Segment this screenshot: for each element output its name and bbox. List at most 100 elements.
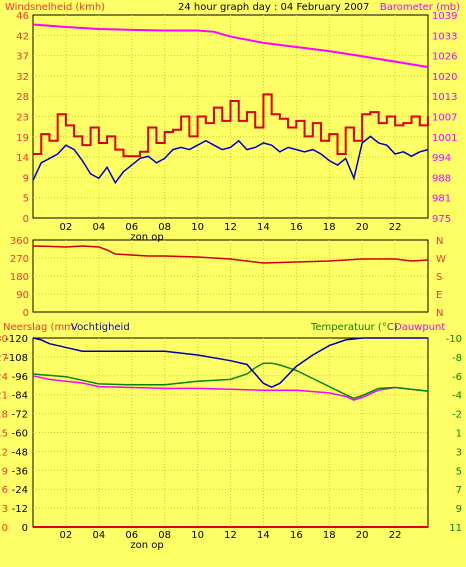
rain-tick-label: 9 <box>2 466 8 477</box>
chart-title: 24 hour graph day : 04 February 2007 <box>178 2 369 13</box>
time-tick-label: 14 <box>257 222 270 233</box>
rain-tick-label: 27 <box>0 353 8 364</box>
humidity-tick-label: -12 <box>12 504 28 515</box>
humidity-tick-label: -36 <box>12 466 28 477</box>
temperature-axis-label: Temperatuur (°C) <box>310 322 398 333</box>
humidity-ticks: 0 -12 -24 -36 -48 -60 -72 -84 -96 -108 -120 <box>5 334 28 534</box>
wind-ticks: 0 5 9 14 19 23 28 32 37 42 46 <box>16 11 29 225</box>
panel-wind-series <box>32 23 429 185</box>
barometer-axis-label: Barometer (mb) <box>380 2 460 13</box>
barometer-tick-label: 975 <box>432 214 451 225</box>
barometer-ticks: 975 981 988 994 1001 1007 1013 1020 1026 1033 1039 <box>432 11 457 225</box>
temperature-tick-label: -2 <box>452 410 462 421</box>
wind-tick-label: 23 <box>16 113 29 124</box>
time-tick-label: 22 <box>389 530 402 541</box>
time-tick-label: 02 <box>60 222 73 233</box>
time-tick-label: 06 <box>125 222 138 233</box>
wind-tick-label: 19 <box>16 133 29 144</box>
wind-tick-label: 14 <box>16 153 29 164</box>
wind-tick-label: 37 <box>16 52 29 63</box>
temperature-tick-label: -6 <box>452 372 462 383</box>
humidity-tick-label: -96 <box>12 372 28 383</box>
direction-degree-label: 90 <box>16 290 29 301</box>
wind-tick-label: 32 <box>16 72 29 83</box>
time-tick-label: 22 <box>389 222 402 233</box>
wind-speed-line <box>32 135 429 185</box>
wind-tick-label: 5 <box>23 194 29 205</box>
rain-tick-label: 24 <box>0 372 8 383</box>
barometer-tick-label: 1033 <box>432 31 457 42</box>
humidity-tick-label: -60 <box>12 429 28 440</box>
panel-humidity-series <box>32 337 429 528</box>
time-tick-label: 12 <box>224 530 237 541</box>
direction-degree-ticks: 0 90 180 270 360 <box>10 236 29 319</box>
rain-ticks: 0 3 6 9 12 15 18 21 24 27 30 <box>0 334 8 534</box>
direction-degree-label: 0 <box>23 308 29 319</box>
temperature-tick-label: -4 <box>452 391 462 402</box>
rain-tick-label: 3 <box>2 504 8 515</box>
direction-compass-label: E <box>436 290 442 301</box>
direction-compass-label: N <box>436 236 443 247</box>
direction-compass-label: S <box>436 272 442 283</box>
time-tick-label: 06 <box>125 530 138 541</box>
barometer-tick-label: 1026 <box>432 52 457 63</box>
temperature-tick-label: 7 <box>456 485 462 496</box>
time-tick-label: 14 <box>257 530 270 541</box>
time-tick-label: 12 <box>224 222 237 233</box>
dewpoint-axis-label: Dauwpunt <box>394 322 445 333</box>
humidity-tick-label: -24 <box>12 485 28 496</box>
wind-tick-label: 46 <box>16 11 29 22</box>
rain-tick-label: 0 <box>2 523 8 534</box>
time-tick-label: 18 <box>323 222 336 233</box>
temperature-ticks: 11 9 7 5 3 1 -2 -4 -6 -8 -10 <box>446 334 462 534</box>
wind-tick-label: 28 <box>16 92 29 103</box>
panel-direction-grid <box>33 240 428 312</box>
direction-compass-label: W <box>436 254 446 265</box>
time-tick-label: 08 <box>158 530 171 541</box>
time-tick-label: 04 <box>92 222 105 233</box>
barometer-tick-label: 1020 <box>432 72 457 83</box>
time-tick-label: 20 <box>356 222 369 233</box>
time-tick-label: 10 <box>191 530 204 541</box>
panel-humidity-x-ticks: 02 04 06 08 10 12 14 16 18 20 22 <box>60 530 402 541</box>
wind-tick-label: 42 <box>16 31 29 42</box>
time-tick-label: 10 <box>191 222 204 233</box>
temperature-tick-label: 1 <box>456 429 462 440</box>
wind-gust-line <box>33 93 429 158</box>
humidity-axis-label: Vochtigheid <box>71 322 130 333</box>
time-tick-label: 04 <box>92 530 105 541</box>
temperature-tick-label: 11 <box>449 523 462 534</box>
time-tick-label: 16 <box>290 530 303 541</box>
rain-axis-label: Neerslag (mm <box>3 322 74 333</box>
panel-wind-grid <box>33 15 428 218</box>
barometer-tick-label: 1001 <box>432 133 457 144</box>
barometer-tick-label: 1007 <box>432 113 457 124</box>
humidity-tick-label: 0 <box>22 523 28 534</box>
rain-tick-label: 21 <box>0 391 8 402</box>
wind-axis-label: Windsnelheid (kmh) <box>5 2 105 13</box>
dewpoint-line <box>32 375 429 401</box>
rain-tick-label: 30 <box>0 334 8 345</box>
temperature-tick-label: 3 <box>456 447 462 458</box>
time-tick-label: 18 <box>323 530 336 541</box>
barometer-tick-label: 1039 <box>432 11 457 22</box>
time-tick-label: 02 <box>60 530 73 541</box>
humidity-tick-label: -48 <box>12 447 28 458</box>
temperature-tick-label: 9 <box>456 504 462 515</box>
barometer-tick-label: 1013 <box>432 92 457 103</box>
temperature-tick-label: 5 <box>456 466 462 477</box>
direction-degree-label: 270 <box>10 254 29 265</box>
barometer-tick-label: 981 <box>432 194 451 205</box>
wind-direction-line <box>32 245 429 264</box>
rain-tick-label: 12 <box>0 447 8 458</box>
humidity-tick-label: -120 <box>5 334 28 345</box>
humidity-tick-label: -84 <box>12 391 28 402</box>
wind-tick-label: 9 <box>23 173 29 184</box>
temperature-tick-label: -10 <box>446 334 462 345</box>
rain-tick-label: 15 <box>0 429 8 440</box>
humidity-line <box>32 337 428 388</box>
humidity-tick-label: -108 <box>5 353 28 364</box>
